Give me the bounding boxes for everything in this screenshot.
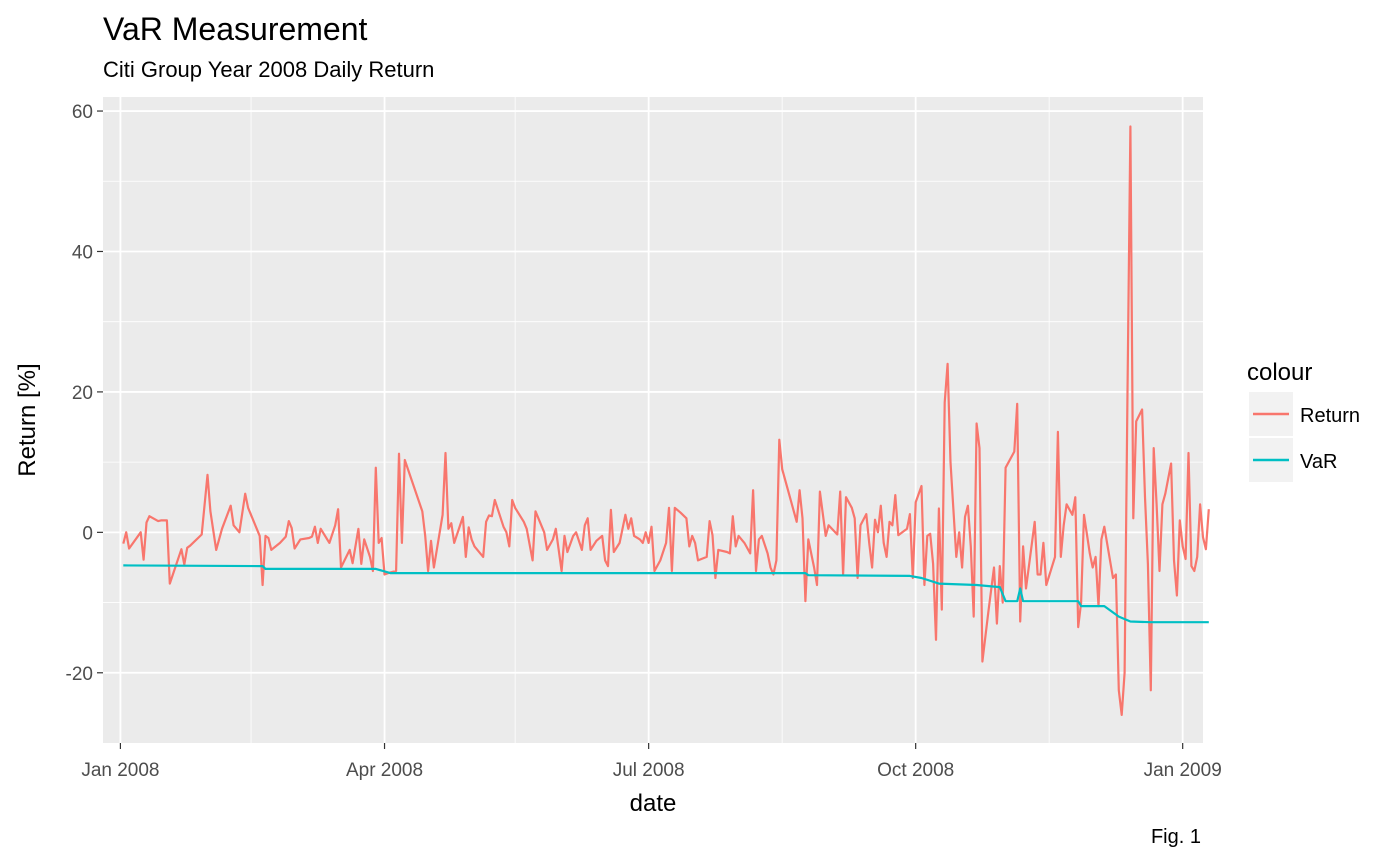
legend-title: colour	[1247, 359, 1312, 386]
series-line-return	[122, 125, 1210, 717]
y-tick-label: 40	[72, 242, 93, 263]
x-tick-label: Jan 2009	[1144, 760, 1222, 781]
x-tick-label: Jan 2008	[81, 760, 159, 781]
chart-title: VaR Measurement	[103, 11, 368, 47]
y-tick-label: 20	[72, 383, 93, 404]
plot-panel	[103, 97, 1203, 743]
y-axis-label: Return [%]	[14, 363, 41, 476]
x-axis: Jan 2008 Apr 2008 Jul 2008 Oct 2008 Jan 2009	[81, 743, 1222, 781]
x-axis-label: date	[630, 790, 677, 817]
y-axis: -20 0 20 40 60	[66, 102, 103, 685]
legend-label-var: VaR	[1300, 451, 1337, 473]
series-lines	[122, 125, 1210, 717]
legend: colour Return VaR	[1247, 359, 1360, 482]
y-tick-label: 0	[82, 523, 93, 544]
legend-label-return: Return	[1300, 405, 1360, 427]
caption: Fig. 1	[1151, 826, 1201, 848]
y-tick-label: -20	[66, 664, 93, 685]
legend-items: Return VaR	[1249, 392, 1360, 482]
y-tick-label: 60	[72, 102, 93, 123]
chart-subtitle: Citi Group Year 2008 Daily Return	[103, 57, 434, 82]
x-tick-label: Oct 2008	[877, 760, 954, 781]
x-tick-label: Apr 2008	[346, 760, 423, 781]
x-tick-label: Jul 2008	[613, 760, 685, 781]
series-line-var	[123, 564, 1209, 624]
